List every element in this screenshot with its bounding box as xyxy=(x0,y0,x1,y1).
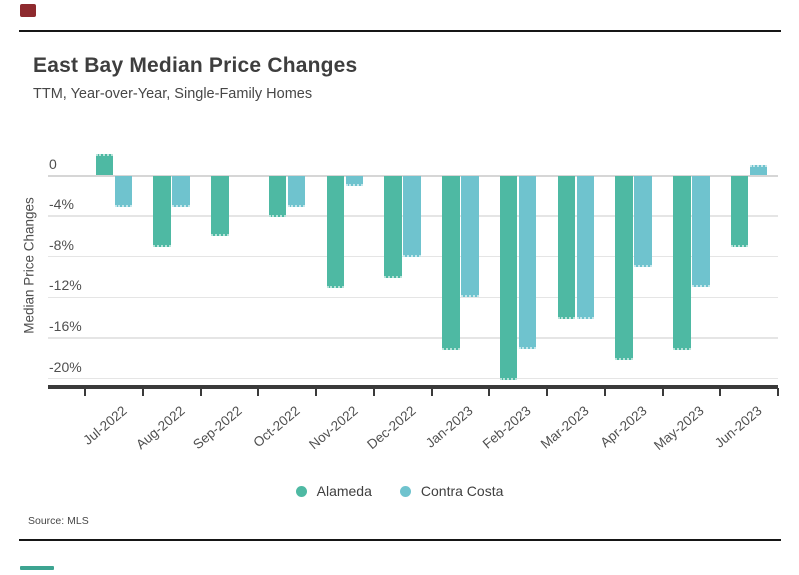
brand-teal-dash-icon xyxy=(20,566,54,570)
legend-label: Alameda xyxy=(316,483,372,499)
y-tick-label: -20% xyxy=(49,358,82,375)
y-tick-label: 0 xyxy=(49,155,57,172)
bar-contra-costa-jun-2023 xyxy=(749,165,768,176)
legend-item-alameda: Alameda xyxy=(295,483,372,499)
bar-alameda-aug-2022 xyxy=(153,175,171,247)
bar-contra-costa-dec-2022 xyxy=(403,175,421,257)
x-axis-tick xyxy=(546,388,548,396)
bar-alameda-nov-2022 xyxy=(326,175,345,289)
x-axis-tick xyxy=(488,388,491,396)
bar-alameda-mar-2023 xyxy=(557,175,576,319)
legend-item-contra-costa: Contra Costa xyxy=(399,483,504,499)
bar-alameda-jul-2022 xyxy=(95,154,114,176)
x-axis-tick xyxy=(603,388,606,396)
bar-contra-costa-jul-2022 xyxy=(114,175,133,207)
bar-alameda-oct-2022 xyxy=(268,175,287,218)
x-axis-line xyxy=(48,385,778,389)
bar-alameda-feb-2023 xyxy=(499,175,518,380)
bar-contra-costa-apr-2023 xyxy=(634,175,652,267)
bottom-rule xyxy=(19,539,781,541)
y-tick-label: -4% xyxy=(49,196,74,213)
chart-subtitle: TTM, Year-over-Year, Single-Family Homes xyxy=(33,86,313,102)
gridline--8 xyxy=(48,255,778,258)
contra-costa-series-dot-icon xyxy=(399,485,411,497)
bar-contra-costa-oct-2022 xyxy=(287,175,306,207)
x-axis-tick xyxy=(372,388,375,396)
bar-contra-costa-may-2023 xyxy=(692,175,710,288)
bar-contra-costa-jan-2023 xyxy=(461,175,479,298)
x-axis-tick xyxy=(777,388,779,396)
bar-alameda-apr-2023 xyxy=(615,175,633,361)
bar-contra-costa-aug-2022 xyxy=(172,175,190,207)
bar-contra-costa-mar-2023 xyxy=(576,175,595,319)
bar-alameda-may-2023 xyxy=(673,175,691,351)
brand-red-square-icon xyxy=(20,4,36,17)
x-axis-tick xyxy=(257,388,260,396)
top-rule xyxy=(19,30,781,32)
y-tick-label: -12% xyxy=(49,277,82,294)
x-axis-tick xyxy=(719,388,722,396)
y-tick-label: -8% xyxy=(49,236,74,253)
bar-alameda-jan-2023 xyxy=(442,175,460,351)
source-note: Source: MLS xyxy=(28,515,89,527)
bar-contra-costa-nov-2022 xyxy=(345,175,364,186)
y-tick-label: -16% xyxy=(49,317,82,334)
legend-label: Contra Costa xyxy=(420,483,504,499)
x-axis-tick xyxy=(84,388,86,396)
gridline--20 xyxy=(48,377,778,380)
x-axis-tick xyxy=(199,388,202,396)
y-axis-title: Median Price Changes xyxy=(21,197,37,334)
x-axis-tick xyxy=(661,388,664,396)
chart-title: East Bay Median Price Changes xyxy=(33,54,358,77)
legend: Alameda Contra Costa xyxy=(0,483,799,499)
bar-alameda-dec-2022 xyxy=(384,175,402,278)
x-axis-tick xyxy=(141,388,144,396)
bar-contra-costa-feb-2023 xyxy=(518,175,537,350)
bar-alameda-jun-2023 xyxy=(730,175,749,247)
gridline--16 xyxy=(48,337,778,339)
x-axis-tick xyxy=(315,388,317,396)
gridline--12 xyxy=(48,296,778,299)
alameda-series-dot-icon xyxy=(295,485,307,497)
bar-alameda-sep-2022 xyxy=(211,175,229,237)
x-axis-tick xyxy=(430,388,433,396)
